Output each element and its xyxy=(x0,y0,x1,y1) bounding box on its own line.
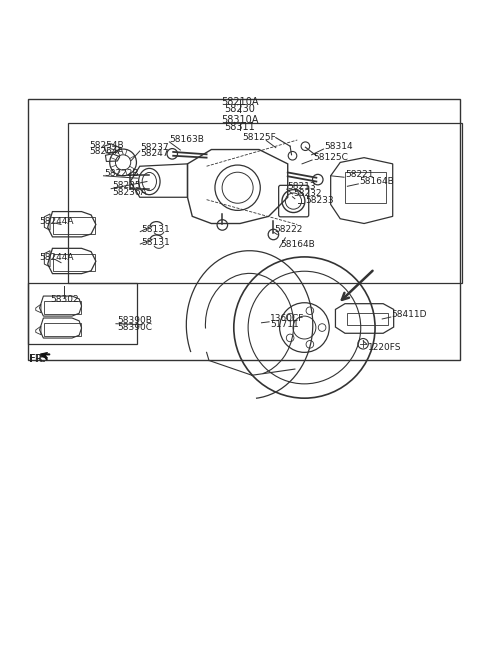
Text: 58125C: 58125C xyxy=(313,152,348,162)
Text: 58310A: 58310A xyxy=(221,115,259,125)
Text: 58131: 58131 xyxy=(141,225,170,234)
Text: 58311: 58311 xyxy=(225,122,255,131)
Bar xyxy=(44,323,81,336)
Text: 58163B: 58163B xyxy=(169,135,204,143)
Text: 58244A: 58244A xyxy=(39,254,74,262)
Text: 58254B: 58254B xyxy=(90,141,124,150)
Bar xyxy=(53,217,95,234)
Text: 58244A: 58244A xyxy=(39,217,74,226)
Polygon shape xyxy=(40,352,48,358)
Text: 58264A: 58264A xyxy=(90,147,124,156)
Bar xyxy=(68,124,462,283)
Text: 58232: 58232 xyxy=(293,189,322,198)
Text: 51711: 51711 xyxy=(270,320,299,329)
Bar xyxy=(28,99,459,359)
Text: 58411D: 58411D xyxy=(392,309,427,319)
Text: 58247: 58247 xyxy=(141,149,169,158)
Bar xyxy=(348,313,388,325)
Text: 58164B: 58164B xyxy=(360,177,394,185)
Text: 58210A: 58210A xyxy=(221,97,259,107)
Text: FR.: FR. xyxy=(30,353,46,363)
Text: 58314: 58314 xyxy=(324,142,353,150)
Text: 58390B: 58390B xyxy=(117,317,152,325)
Text: 1360CF: 1360CF xyxy=(270,314,304,323)
Text: 58237: 58237 xyxy=(141,143,169,152)
Text: 58235: 58235 xyxy=(112,181,141,191)
Text: 58233: 58233 xyxy=(305,196,334,204)
Bar xyxy=(53,254,95,271)
Text: 58221: 58221 xyxy=(345,170,373,179)
Text: 58236A: 58236A xyxy=(112,187,147,196)
Bar xyxy=(28,283,137,344)
Text: 58125F: 58125F xyxy=(242,133,276,142)
Bar xyxy=(44,302,81,313)
Text: 58222B: 58222B xyxy=(105,169,139,178)
Text: FR.: FR. xyxy=(29,353,45,363)
Text: 58222: 58222 xyxy=(275,225,303,234)
Text: 58164B: 58164B xyxy=(281,240,315,250)
Text: 58131: 58131 xyxy=(141,238,170,246)
Text: 58230: 58230 xyxy=(225,104,255,114)
Text: 58390C: 58390C xyxy=(117,323,152,332)
Text: 1220FS: 1220FS xyxy=(368,342,401,351)
Text: 58302: 58302 xyxy=(50,296,79,304)
Bar xyxy=(345,172,385,204)
Text: 58213: 58213 xyxy=(288,182,316,191)
